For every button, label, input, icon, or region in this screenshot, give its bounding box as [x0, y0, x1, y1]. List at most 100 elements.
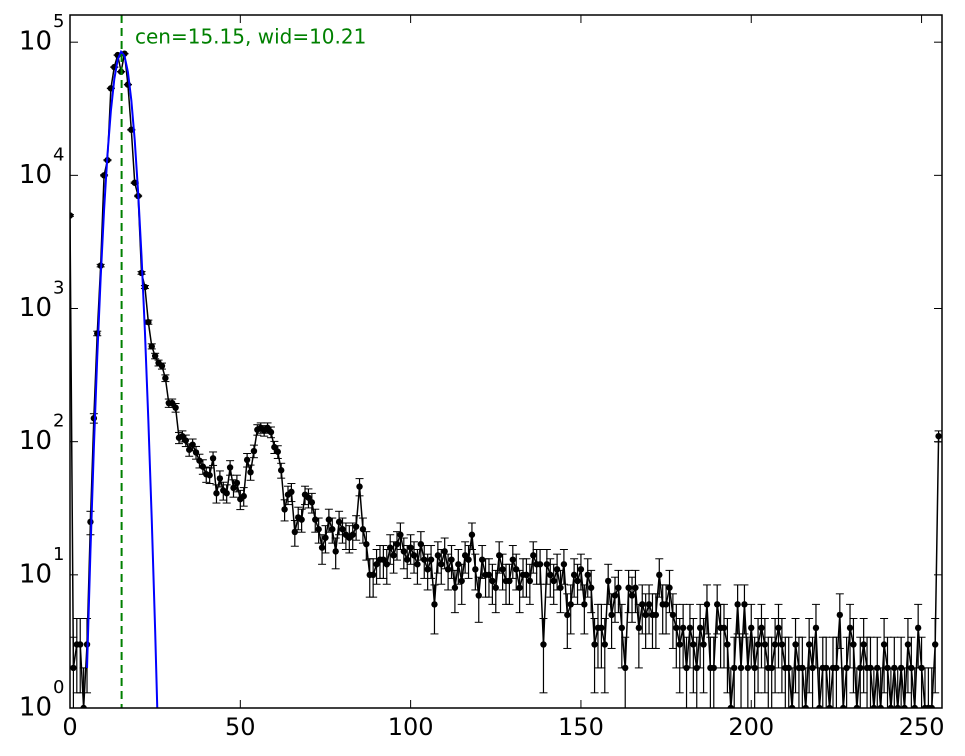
data-point — [267, 428, 275, 436]
data-point — [622, 664, 629, 672]
data-point — [587, 584, 595, 591]
data-point — [356, 483, 363, 490]
data-point — [887, 704, 895, 708]
data-point — [369, 571, 377, 579]
data-point — [145, 318, 152, 326]
data-point — [850, 641, 857, 648]
data-point — [775, 624, 782, 632]
data-point — [700, 641, 707, 648]
data-point — [901, 704, 908, 708]
data-point — [604, 577, 612, 585]
data-point — [400, 548, 408, 555]
data-point — [724, 641, 731, 648]
data-point — [495, 552, 503, 559]
y-tick-label: 10 — [19, 693, 52, 723]
data-point — [686, 624, 694, 632]
x-tick-label: 0 — [62, 713, 77, 741]
data-point — [131, 179, 138, 186]
data-point — [543, 561, 551, 568]
data-point — [601, 641, 608, 648]
data-point — [826, 704, 833, 708]
fit-line — [86, 49, 159, 708]
data-point — [468, 531, 476, 538]
data-point — [339, 526, 346, 533]
data-point — [478, 556, 486, 563]
data-point — [386, 544, 394, 551]
data-point — [761, 641, 769, 648]
data-point — [690, 641, 697, 648]
data-point — [635, 624, 643, 632]
data-point — [836, 611, 844, 619]
data-point — [172, 404, 179, 411]
data-point — [632, 584, 639, 591]
y-tick-label: 10 — [19, 293, 52, 323]
data-point — [431, 601, 438, 608]
data-point — [656, 571, 663, 579]
data-point — [506, 577, 513, 585]
data-point — [935, 432, 942, 440]
y-tick-exponent: 3 — [53, 278, 64, 299]
data-point — [458, 577, 465, 585]
data-point — [696, 624, 704, 632]
data-point — [628, 592, 636, 599]
data-point — [77, 641, 84, 648]
annotation: cen=15.15, wid=10.21 — [135, 25, 366, 49]
data-point — [530, 552, 537, 559]
data-point — [741, 601, 748, 608]
data-point — [553, 566, 561, 573]
data-point — [465, 556, 472, 563]
data-point — [574, 577, 581, 585]
data-point — [404, 556, 411, 563]
x-tick-label: 150 — [558, 713, 604, 741]
data-point — [380, 556, 387, 563]
data-point — [802, 704, 809, 708]
data-point — [645, 601, 653, 608]
data-point — [540, 641, 547, 648]
data-point — [625, 584, 632, 591]
data-point — [451, 584, 459, 591]
data-point — [840, 704, 847, 708]
data-point — [315, 526, 322, 533]
data-point — [679, 624, 687, 632]
data-point — [298, 516, 305, 523]
data-point — [373, 561, 380, 568]
data-point — [642, 611, 649, 619]
data-point — [710, 664, 717, 672]
data-point — [894, 704, 901, 708]
data-point — [748, 624, 755, 632]
data-point — [931, 641, 939, 648]
data-point — [206, 472, 213, 479]
data-point — [877, 704, 884, 708]
data-point — [274, 448, 281, 455]
data-point — [771, 641, 779, 648]
data-point — [444, 566, 452, 573]
data-point — [812, 624, 820, 632]
data-point — [70, 664, 77, 672]
data-point — [329, 526, 336, 533]
data-point — [536, 561, 544, 568]
data-point — [567, 601, 574, 608]
data-point — [570, 571, 578, 579]
y-tick-exponent: 5 — [53, 11, 64, 32]
data-point — [359, 526, 367, 533]
data-point — [80, 704, 87, 708]
data-point — [489, 577, 496, 585]
data-point — [397, 531, 404, 538]
data-point — [513, 566, 520, 573]
data-point — [325, 516, 333, 523]
data-point — [407, 544, 414, 551]
data-point — [424, 566, 431, 573]
data-point — [230, 484, 237, 492]
data-point — [662, 601, 670, 608]
data-point — [673, 624, 680, 632]
data-point — [768, 664, 775, 672]
data-point — [911, 704, 918, 708]
data-point — [410, 552, 418, 559]
x-tick-label: 200 — [728, 713, 774, 741]
data-point — [414, 561, 421, 568]
data-point — [560, 561, 568, 568]
data-point — [472, 566, 479, 573]
data-point — [703, 601, 711, 608]
data-point — [754, 641, 762, 648]
